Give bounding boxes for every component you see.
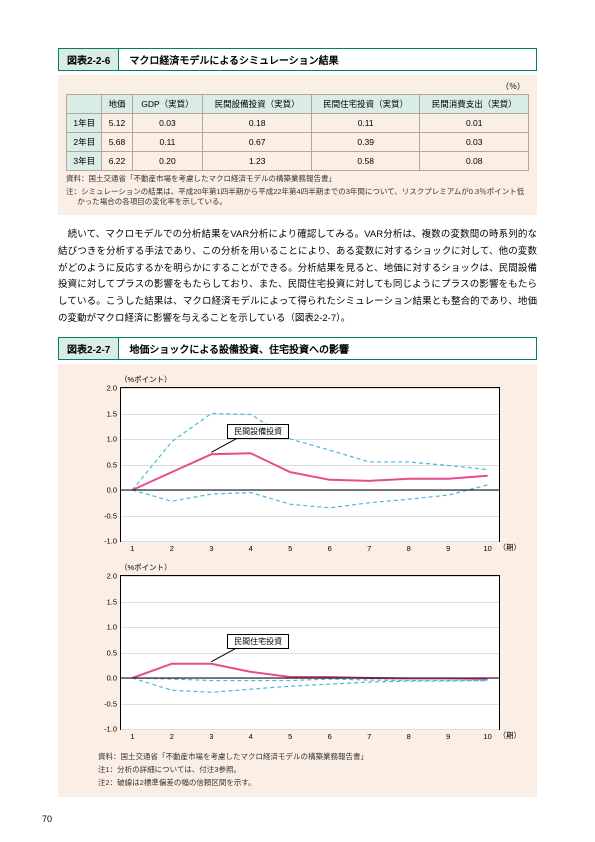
data-cell: 0.20 xyxy=(132,152,203,171)
column-header: GDP（実質） xyxy=(132,95,203,114)
data-cell: 0.03 xyxy=(420,133,529,152)
series-label: 民間設備投資 xyxy=(227,424,289,439)
y-tick-label: 0.5 xyxy=(95,460,117,469)
y-axis-label: （%ポイント） xyxy=(120,562,497,573)
x-unit-label: （期） xyxy=(499,730,522,741)
column-header: 民間設備投資（実質） xyxy=(203,95,312,114)
data-cell: 0.58 xyxy=(311,152,420,171)
y-tick-label: 2.0 xyxy=(95,384,117,393)
data-cell: 0.03 xyxy=(132,114,203,133)
row-header: 1年目 xyxy=(67,114,102,133)
data-cell: 0.18 xyxy=(203,114,312,133)
line-chart-2: 2.01.51.00.50.0-0.5-1.012345678910（期）民間住… xyxy=(120,575,500,730)
line-chart-1: 2.01.51.00.50.0-0.5-1.012345678910（期）民間設… xyxy=(120,387,500,542)
figure-caption: 地価ショックによる設備投資、住宅投資への影響 xyxy=(119,338,359,359)
column-header: 地価 xyxy=(102,95,132,114)
column-header: 民間住宅投資（実質） xyxy=(311,95,420,114)
data-cell: 5.68 xyxy=(102,133,132,152)
data-cell: 6.22 xyxy=(102,152,132,171)
series-label: 民間住宅投資 xyxy=(227,634,289,649)
y-tick-label: 1.5 xyxy=(95,597,117,606)
data-cell: 0.39 xyxy=(311,133,420,152)
data-cell: 0.11 xyxy=(311,114,420,133)
table-source: 資料：国土交通省「不動産市場を考慮したマクロ経済モデルの構築業務報告書」 xyxy=(66,174,529,184)
data-table-1: 地価GDP（実質）民間設備投資（実質）民間住宅投資（実質）民間消費支出（実質） … xyxy=(66,94,529,171)
figure-title-2: 図表2-2-7 地価ショックによる設備投資、住宅投資への影響 xyxy=(58,337,537,360)
y-tick-label: 0.5 xyxy=(95,648,117,657)
data-cell: 0.08 xyxy=(420,152,529,171)
y-tick-label: 2.0 xyxy=(95,572,117,581)
row-header: 3年目 xyxy=(67,152,102,171)
table-note: 注：シミュレーションの結果は、平成20年第1四半期から平成22年第4四半期までの… xyxy=(66,187,529,207)
column-header: 民間消費支出（実質） xyxy=(420,95,529,114)
table-row: 2年目5.680.110.670.390.03 xyxy=(67,133,529,152)
column-header xyxy=(67,95,102,114)
figure-title-1: 図表2-2-6 マクロ経済モデルによるシミュレーション結果 xyxy=(58,48,537,71)
chart-container: （%ポイント） 2.01.51.00.50.0-0.5-1.0123456789… xyxy=(58,364,537,796)
y-tick-label: -0.5 xyxy=(95,699,117,708)
data-cell: 5.12 xyxy=(102,114,132,133)
y-tick-label: -0.5 xyxy=(95,511,117,520)
table-row: 1年目5.120.030.180.110.01 xyxy=(67,114,529,133)
y-tick-label: 0.0 xyxy=(95,674,117,683)
figure-number: 図表2-2-7 xyxy=(59,338,119,359)
unit-label: （％） xyxy=(66,81,529,92)
chart-note-1: 注1：分析の詳細については、付注3参照。 xyxy=(98,765,497,775)
table-row: 3年目6.220.201.230.580.08 xyxy=(67,152,529,171)
x-unit-label: （期） xyxy=(499,542,522,553)
data-cell: 0.11 xyxy=(132,133,203,152)
table-container-1: （％） 地価GDP（実質）民間設備投資（実質）民間住宅投資（実質）民間消費支出（… xyxy=(58,75,537,215)
figure-number: 図表2-2-6 xyxy=(59,49,119,70)
data-cell: 0.67 xyxy=(203,133,312,152)
y-tick-label: 1.0 xyxy=(95,435,117,444)
y-axis-label: （%ポイント） xyxy=(120,374,497,385)
body-paragraph: 続いて、マクロモデルでの分析結果をVAR分析により確認してみる。VAR分析は、複… xyxy=(58,227,537,327)
chart-note-2: 注2：破線は2標準偏差の幅の信頼区間を示す。 xyxy=(98,778,497,788)
row-header: 2年目 xyxy=(67,133,102,152)
y-tick-label: 1.5 xyxy=(95,409,117,418)
figure-caption: マクロ経済モデルによるシミュレーション結果 xyxy=(119,49,348,70)
y-tick-label: 1.0 xyxy=(95,623,117,632)
page-number: 70 xyxy=(42,814,52,824)
data-cell: 0.01 xyxy=(420,114,529,133)
data-cell: 1.23 xyxy=(203,152,312,171)
chart-source: 資料：国土交通省「不動産市場を考慮したマクロ経済モデルの構築業務報告書」 xyxy=(98,752,497,762)
y-tick-label: 0.0 xyxy=(95,486,117,495)
